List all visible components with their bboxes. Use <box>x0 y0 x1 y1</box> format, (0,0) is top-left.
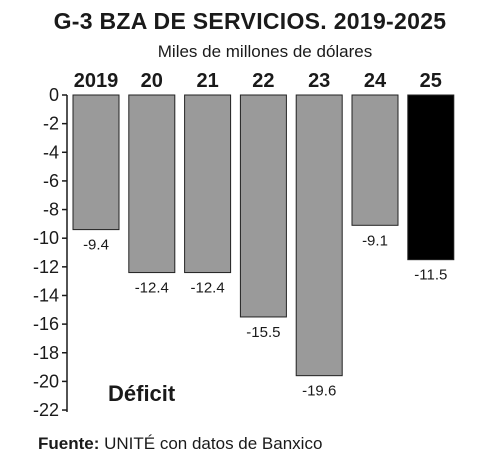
y-tick-label: -22 <box>33 400 59 420</box>
category-label-24: 24 <box>364 70 387 92</box>
chart-source: Fuente: UNITÉ con datos de Banxico <box>38 434 322 454</box>
y-tick-label: -2 <box>43 114 59 134</box>
data-label-25: -11.5 <box>414 267 447 284</box>
data-labels: -9.4 -12.4 -12.4 -15.5 -19.6 -9.1 -11.5 <box>83 232 447 399</box>
y-tick-label: -6 <box>43 171 59 191</box>
category-label-22: 22 <box>252 70 274 92</box>
category-label-23: 23 <box>308 70 330 92</box>
data-label-23: -19.6 <box>302 383 336 400</box>
data-label-20: -12.4 <box>135 280 169 297</box>
y-axis: 0 -2 -4 -6 -8 -10 -12 -14 -16 -18 -20 -22 <box>33 85 68 420</box>
category-label-20: 20 <box>141 70 163 92</box>
deficit-annotation: Déficit <box>108 381 176 406</box>
bar-2019 <box>72 94 120 231</box>
y-tick-label: 0 <box>49 85 59 105</box>
chart-title: G-3 BZA DE SERVICIOS. 2019-2025 <box>53 8 447 34</box>
bar-22 <box>239 94 287 318</box>
y-tick-label: -12 <box>33 257 59 277</box>
data-label-2019: -9.4 <box>83 237 109 254</box>
category-label-25: 25 <box>420 70 442 92</box>
y-tick-label: -10 <box>33 228 59 248</box>
bar-20 <box>128 94 176 274</box>
source-text: UNITÉ con datos de Banxico <box>104 434 323 453</box>
bar-25 <box>407 94 455 261</box>
chart-subtitle: Miles de millones de dólares <box>157 42 373 61</box>
bar-21 <box>184 94 232 274</box>
data-label-24: -9.1 <box>362 232 388 249</box>
data-label-22: -15.5 <box>246 324 280 341</box>
y-tick-label: -4 <box>43 142 59 162</box>
y-tick-label: -8 <box>43 200 59 220</box>
y-tick-label: -16 <box>33 314 59 334</box>
data-label-21: -12.4 <box>190 280 224 297</box>
y-tick-label: -18 <box>33 343 59 363</box>
y-tick-label: -20 <box>33 371 59 391</box>
bars <box>72 94 455 377</box>
category-label-21: 21 <box>196 70 218 92</box>
bar-23 <box>295 94 343 377</box>
category-label-2019: 2019 <box>74 70 119 92</box>
y-tick-label: -14 <box>33 285 59 305</box>
bar-24 <box>351 94 399 226</box>
source-label: Fuente: <box>38 434 100 453</box>
category-labels: 2019 20 21 22 23 24 25 <box>74 70 442 92</box>
